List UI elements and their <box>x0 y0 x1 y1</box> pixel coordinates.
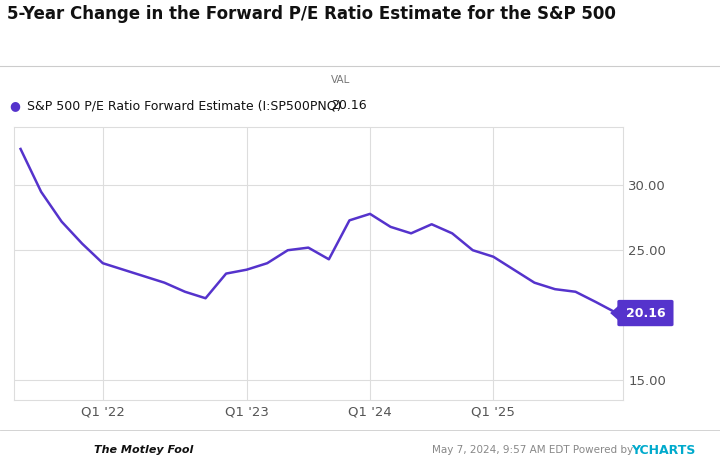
Text: May 7, 2024, 9:57 AM EDT Powered by: May 7, 2024, 9:57 AM EDT Powered by <box>432 445 636 455</box>
Text: ●: ● <box>9 99 20 112</box>
Text: 20.16: 20.16 <box>626 306 665 320</box>
Text: 5-Year Change in the Forward P/E Ratio Estimate for the S&P 500: 5-Year Change in the Forward P/E Ratio E… <box>7 5 616 23</box>
Text: The Motley Fool: The Motley Fool <box>94 445 193 455</box>
Text: YCHARTS: YCHARTS <box>631 444 695 457</box>
Text: S&P 500 P/E Ratio Forward Estimate (I:SP500PNQ): S&P 500 P/E Ratio Forward Estimate (I:SP… <box>27 99 342 112</box>
Text: 20.16: 20.16 <box>331 99 366 112</box>
Text: VAL: VAL <box>331 75 351 85</box>
